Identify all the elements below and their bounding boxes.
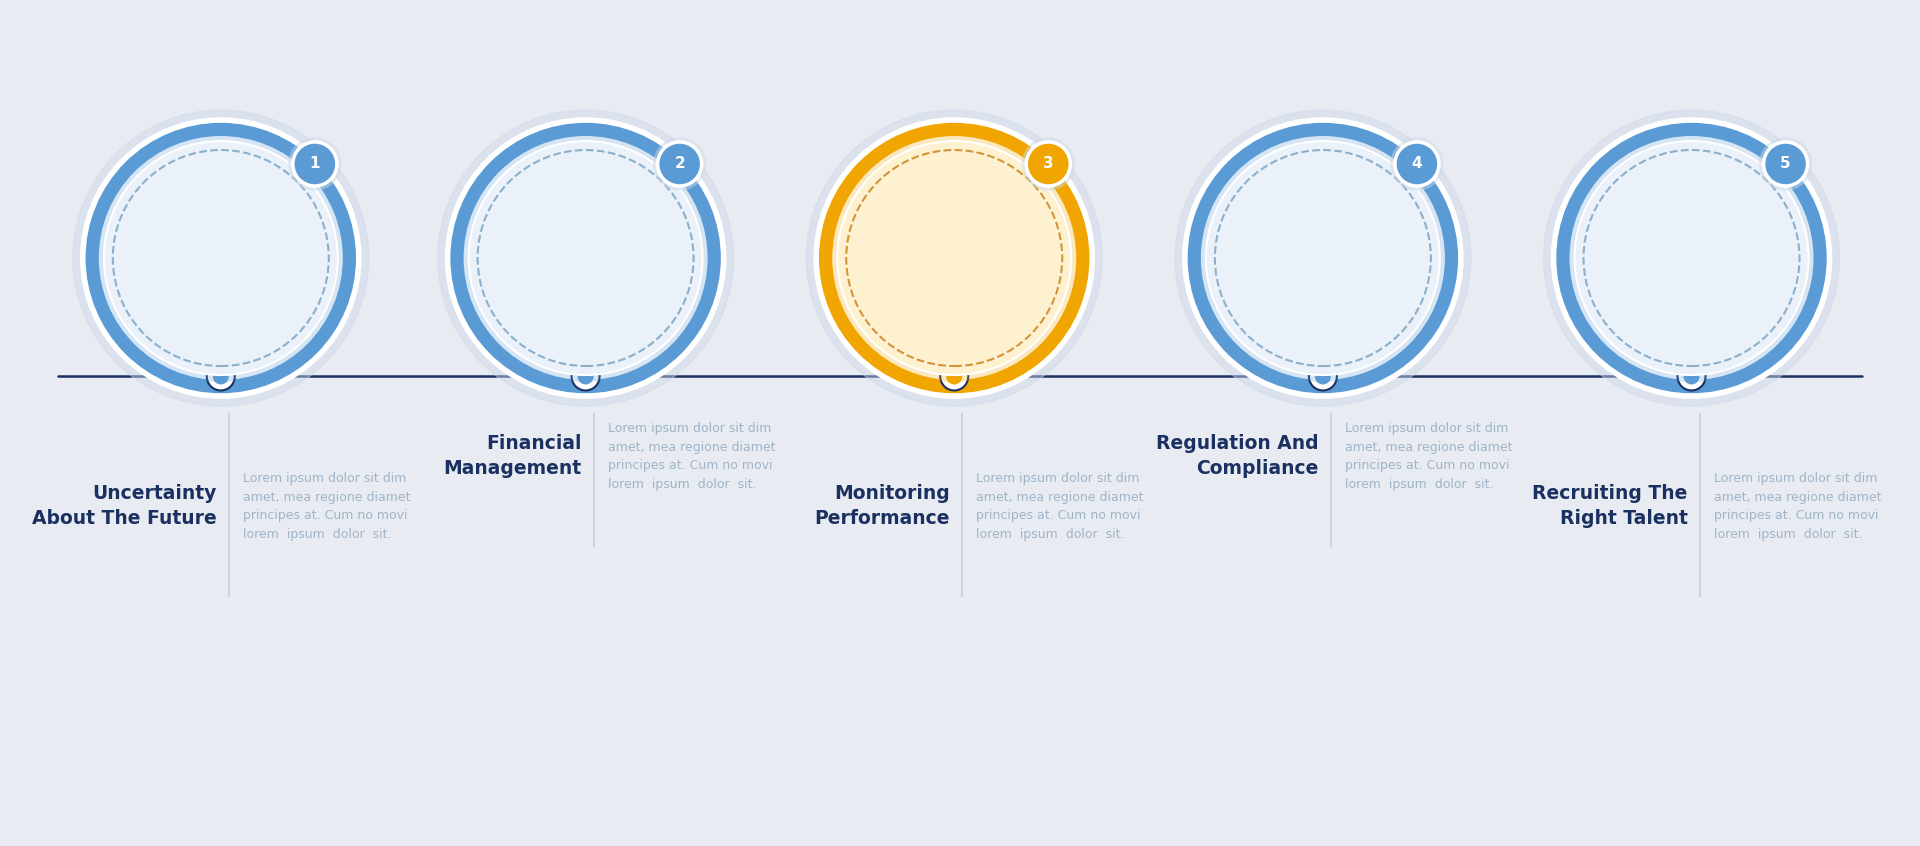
- Circle shape: [461, 134, 710, 382]
- Circle shape: [463, 136, 708, 380]
- Circle shape: [578, 369, 593, 384]
- Text: Uncertainty
About The Future: Uncertainty About The Future: [33, 485, 217, 529]
- Circle shape: [941, 362, 968, 391]
- Circle shape: [1309, 362, 1336, 391]
- Circle shape: [73, 110, 369, 406]
- Circle shape: [96, 134, 346, 382]
- Text: Regulation And
Compliance: Regulation And Compliance: [1156, 435, 1319, 479]
- Text: 3: 3: [1043, 157, 1054, 172]
- Circle shape: [106, 142, 336, 374]
- Circle shape: [1027, 142, 1069, 186]
- Circle shape: [653, 138, 707, 190]
- Circle shape: [1185, 120, 1461, 396]
- Circle shape: [1764, 142, 1807, 186]
- Circle shape: [1206, 140, 1440, 376]
- Circle shape: [831, 136, 1077, 380]
- Circle shape: [1315, 369, 1331, 384]
- Text: 2: 2: [674, 157, 685, 172]
- Text: Financial
Management: Financial Management: [444, 435, 582, 479]
- Circle shape: [1576, 142, 1807, 374]
- Circle shape: [659, 142, 701, 186]
- Circle shape: [470, 142, 701, 374]
- Circle shape: [1396, 142, 1438, 186]
- Text: 1: 1: [309, 157, 321, 172]
- Text: Recruiting The
Right Talent: Recruiting The Right Talent: [1532, 485, 1688, 529]
- Text: Monitoring
Performance: Monitoring Performance: [814, 485, 950, 529]
- Circle shape: [1208, 142, 1438, 374]
- Text: 4: 4: [1411, 157, 1423, 172]
- Circle shape: [1678, 362, 1705, 391]
- Circle shape: [839, 142, 1069, 374]
- Circle shape: [104, 140, 338, 376]
- Circle shape: [1544, 110, 1839, 406]
- Circle shape: [447, 120, 724, 396]
- Circle shape: [83, 120, 359, 396]
- Text: Lorem ipsum dolor sit dim
amet, mea regione diamet
principes at. Cum no movi
lor: Lorem ipsum dolor sit dim amet, mea regi…: [975, 472, 1144, 541]
- Circle shape: [947, 369, 962, 384]
- Circle shape: [1198, 134, 1448, 382]
- Circle shape: [1759, 138, 1812, 190]
- Text: Lorem ipsum dolor sit dim
amet, mea regione diamet
principes at. Cum no movi
lor: Lorem ipsum dolor sit dim amet, mea regi…: [1344, 422, 1513, 491]
- Text: Lorem ipsum dolor sit dim
amet, mea regione diamet
principes at. Cum no movi
lor: Lorem ipsum dolor sit dim amet, mea regi…: [242, 472, 411, 541]
- Circle shape: [1553, 120, 1830, 396]
- Circle shape: [1175, 110, 1471, 406]
- Circle shape: [837, 140, 1071, 376]
- Circle shape: [1684, 369, 1699, 384]
- Circle shape: [806, 110, 1102, 406]
- Circle shape: [1569, 136, 1814, 380]
- Circle shape: [468, 140, 703, 376]
- Circle shape: [1574, 140, 1809, 376]
- Circle shape: [1200, 136, 1446, 380]
- Circle shape: [288, 138, 342, 190]
- Text: Lorem ipsum dolor sit dim
amet, mea regione diamet
principes at. Cum no movi
lor: Lorem ipsum dolor sit dim amet, mea regi…: [1713, 472, 1882, 541]
- Circle shape: [207, 362, 234, 391]
- Circle shape: [1567, 134, 1816, 382]
- Text: Lorem ipsum dolor sit dim
amet, mea regione diamet
principes at. Cum no movi
lor: Lorem ipsum dolor sit dim amet, mea regi…: [607, 422, 776, 491]
- Circle shape: [213, 369, 228, 384]
- Circle shape: [829, 134, 1079, 382]
- Text: 5: 5: [1780, 157, 1791, 172]
- Circle shape: [1390, 138, 1444, 190]
- Circle shape: [438, 110, 733, 406]
- Circle shape: [98, 136, 344, 380]
- Circle shape: [572, 362, 599, 391]
- Circle shape: [1021, 138, 1075, 190]
- Circle shape: [816, 120, 1092, 396]
- Circle shape: [294, 142, 336, 186]
